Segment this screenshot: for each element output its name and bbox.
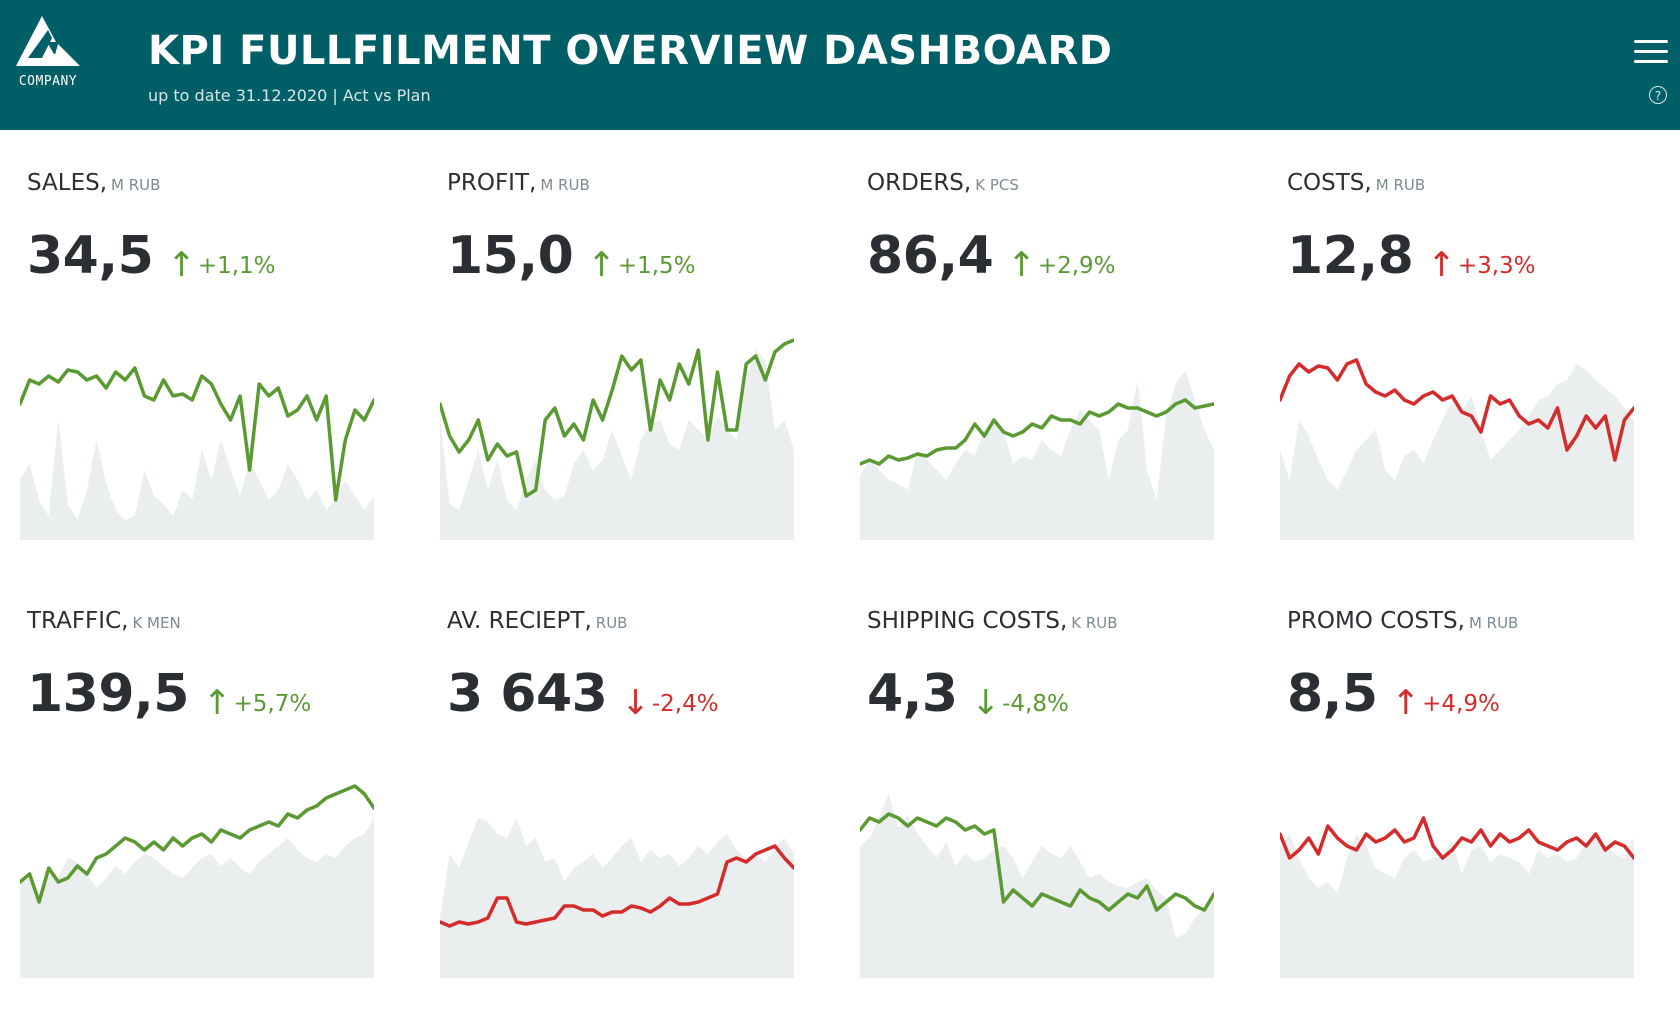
sparkline-chart <box>860 330 1242 550</box>
kpi-title: SHIPPING COSTS, K RUB <box>867 608 1118 634</box>
mountain-logo-icon <box>16 16 80 66</box>
kpi-title: TRAFFIC, K MEN <box>27 608 181 634</box>
kpi-title: AV. RECIEPT, RUB <box>447 608 628 634</box>
kpi-card-traffic[interactable]: TRAFFIC, K MEN 139,5 ↑+5,7% <box>20 568 402 988</box>
kpi-title: ORDERS, K PCS <box>867 170 1019 196</box>
arrow-down-icon: ↓ <box>621 683 650 723</box>
kpi-unit: M RUB <box>111 176 161 194</box>
sparkline-chart <box>440 330 822 550</box>
plan-area <box>1280 834 1634 978</box>
actual-line <box>440 338 794 498</box>
actual-line <box>20 784 374 904</box>
sparkline-svg <box>860 794 1214 978</box>
sparkline-chart <box>1280 330 1662 550</box>
kpi-card-orders[interactable]: ORDERS, K PCS 86,4 ↑+2,9% <box>860 130 1242 550</box>
page-subtitle: up to date 31.12.2020 | Act vs Plan <box>148 86 431 105</box>
kpi-value: 34,5 ↑+1,1% <box>27 226 276 286</box>
kpi-card-costs[interactable]: COSTS, M RUB 12,8 ↑+3,3% <box>1280 130 1662 550</box>
plan-area <box>860 370 1214 540</box>
kpi-card-average-receipt[interactable]: AV. RECIEPT, RUB 3 643 ↓-2,4% <box>440 568 822 988</box>
hamburger-menu-icon[interactable] <box>1634 40 1668 64</box>
actual-line <box>860 398 1214 466</box>
kpi-card-promo-costs[interactable]: PROMO COSTS, M RUB 8,5 ↑+4,9% <box>1280 568 1662 988</box>
actual-line <box>440 844 794 928</box>
kpi-title: SALES, M RUB <box>27 170 161 196</box>
company-logo[interactable]: COMPANY <box>12 14 84 104</box>
sparkline-svg <box>1280 358 1634 540</box>
kpi-delta: ↓-4,8% <box>971 683 1069 723</box>
kpi-unit: M RUB <box>540 176 590 194</box>
sparkline-svg <box>440 818 794 978</box>
question-circle-icon[interactable] <box>1649 86 1667 104</box>
kpi-value: 12,8 ↑+3,3% <box>1287 226 1536 286</box>
kpi-value: 3 643 ↓-2,4% <box>447 664 719 724</box>
actual-line <box>1280 358 1634 462</box>
kpi-title: COSTS, M RUB <box>1287 170 1426 196</box>
plan-area <box>20 420 374 540</box>
sparkline-svg <box>20 366 374 540</box>
kpi-title: PROFIT, M RUB <box>447 170 590 196</box>
kpi-value: 86,4 ↑+2,9% <box>867 226 1116 286</box>
kpi-value: 139,5 ↑+5,7% <box>27 664 312 724</box>
plan-area <box>860 794 1214 978</box>
sparkline-svg <box>440 338 794 540</box>
kpi-delta: ↑+1,5% <box>587 245 696 285</box>
actual-line <box>1280 816 1634 860</box>
arrow-up-icon: ↑ <box>1007 245 1036 285</box>
sparkline-chart <box>1280 768 1662 988</box>
plan-area <box>440 818 794 978</box>
kpi-unit: M RUB <box>1375 176 1426 194</box>
arrow-up-icon: ↑ <box>1427 245 1456 285</box>
page-title: KPI FULLFILMENT OVERVIEW DASHBOARD <box>148 28 1113 74</box>
sparkline-chart <box>20 330 402 550</box>
kpi-delta: ↑+5,7% <box>202 683 312 723</box>
arrow-up-icon: ↑ <box>202 683 232 723</box>
kpi-unit: K MEN <box>132 614 181 632</box>
arrow-up-icon: ↑ <box>167 245 196 285</box>
sparkline-svg <box>860 370 1214 540</box>
kpi-title: PROMO COSTS, M RUB <box>1287 608 1519 634</box>
sparkline-chart <box>860 768 1242 988</box>
kpi-delta: ↑+4,9% <box>1391 683 1500 723</box>
actual-line <box>860 812 1214 912</box>
plan-area <box>20 818 374 978</box>
dashboard-header: COMPANY KPI FULLFILMENT OVERVIEW DASHBOA… <box>0 0 1680 130</box>
arrow-up-icon: ↑ <box>1391 683 1421 723</box>
sparkline-svg <box>20 784 374 978</box>
kpi-unit: K PCS <box>975 176 1019 194</box>
kpi-delta: ↓-2,4% <box>621 683 719 723</box>
kpi-unit: RUB <box>595 614 628 632</box>
kpi-value: 15,0 ↑+1,5% <box>447 226 696 286</box>
kpi-unit: K RUB <box>1071 614 1118 632</box>
kpi-value: 4,3 ↓-4,8% <box>867 664 1069 724</box>
sparkline-chart <box>20 768 402 988</box>
kpi-card-shipping-costs[interactable]: SHIPPING COSTS, K RUB 4,3 ↓-4,8% <box>860 568 1242 988</box>
kpi-unit: M RUB <box>1468 614 1519 632</box>
kpi-delta: ↑+3,3% <box>1427 245 1536 285</box>
arrow-up-icon: ↑ <box>587 245 616 285</box>
sparkline-svg <box>1280 816 1634 978</box>
kpi-value: 8,5 ↑+4,9% <box>1287 664 1500 724</box>
kpi-delta: ↑+2,9% <box>1007 245 1116 285</box>
kpi-delta: ↑+1,1% <box>167 245 276 285</box>
kpi-card-profit[interactable]: PROFIT, M RUB 15,0 ↑+1,5% <box>440 130 822 550</box>
actual-line <box>20 366 374 502</box>
sparkline-chart <box>440 768 822 988</box>
arrow-down-icon: ↓ <box>971 683 1001 723</box>
plan-area <box>1280 364 1634 540</box>
logo-text: COMPANY <box>18 74 78 89</box>
kpi-card-sales[interactable]: SALES, M RUB 34,5 ↑+1,1% <box>20 130 402 550</box>
